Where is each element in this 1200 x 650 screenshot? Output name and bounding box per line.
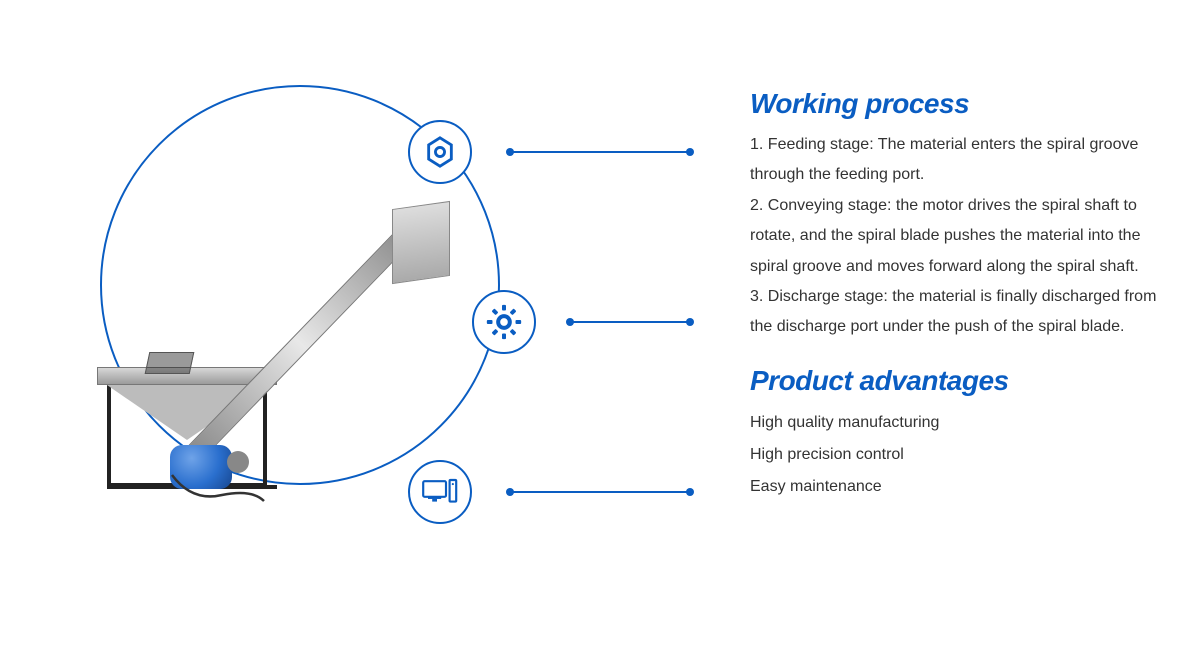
advantage-item: High quality manufacturing	[750, 407, 1160, 439]
product-advantages-list: High quality manufacturing High precisio…	[750, 407, 1160, 503]
computer-icon	[408, 460, 472, 524]
advantage-item: Easy maintenance	[750, 471, 1160, 503]
product-illustration	[92, 167, 452, 497]
connector-line-top	[510, 151, 690, 153]
working-process-heading: Working process	[750, 88, 1160, 120]
text-column: Working process 1. Feeding stage: The ma…	[750, 88, 1160, 503]
product-advantages-heading: Product advantages	[750, 365, 1160, 397]
working-process-item: 1. Feeding stage: The material enters th…	[750, 130, 1160, 191]
gear-icon	[472, 290, 536, 354]
working-process-body: 1. Feeding stage: The material enters th…	[750, 130, 1160, 343]
hex-nut-icon	[408, 120, 472, 184]
working-process-item: 2. Conveying stage: the motor drives the…	[750, 191, 1160, 282]
connector-line-middle	[570, 321, 690, 323]
working-process-item: 3. Discharge stage: the material is fina…	[750, 282, 1160, 343]
advantage-item: High precision control	[750, 439, 1160, 471]
connector-line-bottom	[510, 491, 690, 493]
